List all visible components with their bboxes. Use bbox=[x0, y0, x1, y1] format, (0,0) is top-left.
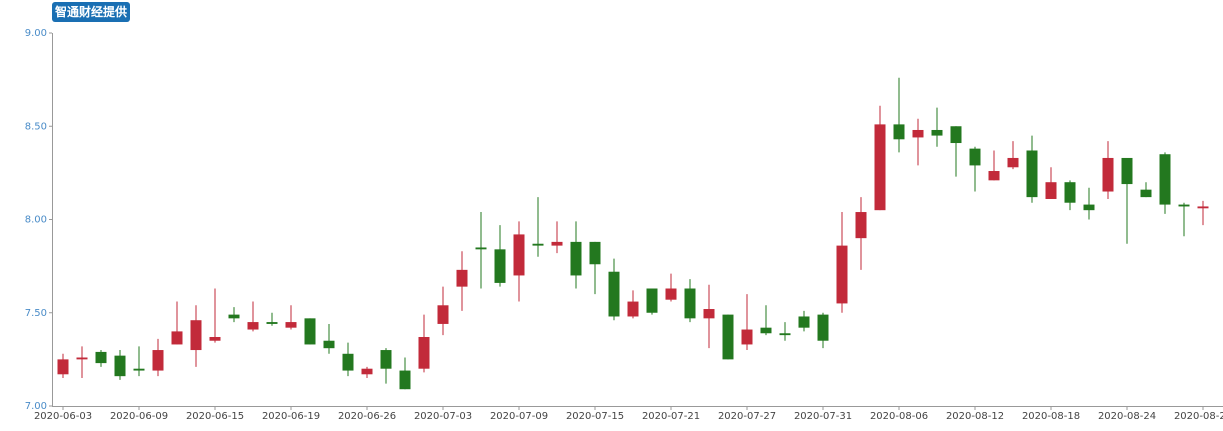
x-tick-label: 2020-06-19 bbox=[262, 411, 320, 422]
candle-body bbox=[1102, 157, 1114, 192]
candle-body bbox=[608, 271, 620, 317]
candle-body bbox=[855, 212, 867, 239]
candle-body bbox=[627, 301, 639, 317]
candle-body bbox=[684, 288, 696, 319]
candle-body bbox=[1159, 154, 1171, 205]
x-tick-label: 2020-08-06 bbox=[870, 411, 928, 422]
candle-body bbox=[95, 351, 107, 364]
candle-body bbox=[1121, 157, 1133, 185]
candle-body bbox=[209, 336, 221, 341]
candle-body bbox=[950, 126, 962, 144]
candle-body bbox=[836, 245, 848, 304]
candle-body bbox=[551, 241, 563, 246]
x-tick-label: 2020-07-09 bbox=[490, 411, 548, 422]
candle-body bbox=[494, 249, 506, 283]
candle-body bbox=[969, 148, 981, 166]
y-tick-label: 7.00 bbox=[25, 401, 47, 412]
candle-body bbox=[570, 241, 582, 276]
candle-body bbox=[513, 234, 525, 276]
x-tick-label: 2020-06-03 bbox=[34, 411, 92, 422]
candle-body bbox=[475, 247, 487, 250]
candle-body bbox=[1178, 204, 1190, 207]
candle-body bbox=[418, 336, 430, 369]
candle-body bbox=[665, 288, 677, 300]
candle-body bbox=[1083, 204, 1095, 211]
candle-body bbox=[342, 353, 354, 371]
x-tick-label: 2020-08-28 bbox=[1174, 411, 1223, 422]
candle-body bbox=[228, 314, 240, 319]
candle-body bbox=[285, 322, 297, 328]
x-tick-label: 2020-06-09 bbox=[110, 411, 168, 422]
x-tick-label: 2020-07-21 bbox=[642, 411, 700, 422]
candle-body bbox=[1007, 157, 1019, 168]
candle-body bbox=[190, 320, 202, 351]
candle-body bbox=[703, 309, 715, 319]
candle-body bbox=[912, 129, 924, 138]
candle-body bbox=[304, 318, 316, 345]
candle-body bbox=[532, 243, 544, 246]
candle-body bbox=[646, 288, 658, 313]
x-tick-label: 2020-07-15 bbox=[566, 411, 624, 422]
x-tick-label: 2020-07-27 bbox=[718, 411, 776, 422]
candle-body bbox=[1140, 189, 1152, 198]
candle-body bbox=[361, 368, 373, 375]
candle-body bbox=[893, 124, 905, 140]
y-tick-label: 8.00 bbox=[25, 215, 47, 226]
candle-body bbox=[741, 329, 753, 345]
y-tick-label: 9.00 bbox=[25, 28, 47, 39]
candle-body bbox=[988, 171, 1000, 181]
candle-body bbox=[399, 370, 411, 390]
candle-body bbox=[931, 129, 943, 136]
candle-body bbox=[798, 316, 810, 328]
source-badge: 智通财经提供 bbox=[52, 2, 131, 22]
candle-body bbox=[266, 322, 278, 324]
candle-body bbox=[133, 368, 145, 371]
candle-body bbox=[1045, 182, 1057, 199]
candle-body bbox=[247, 322, 259, 330]
candle-body bbox=[152, 350, 164, 371]
candle-body bbox=[1064, 182, 1076, 203]
x-tick-label: 2020-08-18 bbox=[1022, 411, 1080, 422]
x-tick-label: 2020-06-26 bbox=[338, 411, 396, 422]
candle-body bbox=[114, 355, 126, 377]
candle-body bbox=[323, 340, 335, 349]
candle-body bbox=[57, 359, 69, 375]
x-tick-label: 2020-07-03 bbox=[414, 411, 472, 422]
candle-body bbox=[722, 314, 734, 360]
candle-body bbox=[779, 333, 791, 336]
candle-body bbox=[760, 327, 772, 334]
candle-body bbox=[1026, 150, 1038, 198]
candle-body bbox=[171, 331, 183, 345]
x-tick-label: 2020-08-24 bbox=[1098, 411, 1156, 422]
x-tick-label: 2020-08-12 bbox=[946, 411, 1004, 422]
candle-body bbox=[589, 241, 601, 265]
candle-body bbox=[817, 314, 829, 341]
y-tick-label: 8.50 bbox=[25, 121, 47, 132]
x-tick-label: 2020-06-15 bbox=[186, 411, 244, 422]
candle-body bbox=[76, 357, 88, 360]
candle-body bbox=[874, 124, 886, 211]
x-tick-label: 2020-07-31 bbox=[794, 411, 852, 422]
candle-body bbox=[437, 305, 449, 324]
candle-body bbox=[380, 350, 392, 369]
candle-body bbox=[456, 269, 468, 287]
candle-body bbox=[1197, 206, 1209, 209]
y-tick-label: 7.50 bbox=[25, 308, 47, 319]
